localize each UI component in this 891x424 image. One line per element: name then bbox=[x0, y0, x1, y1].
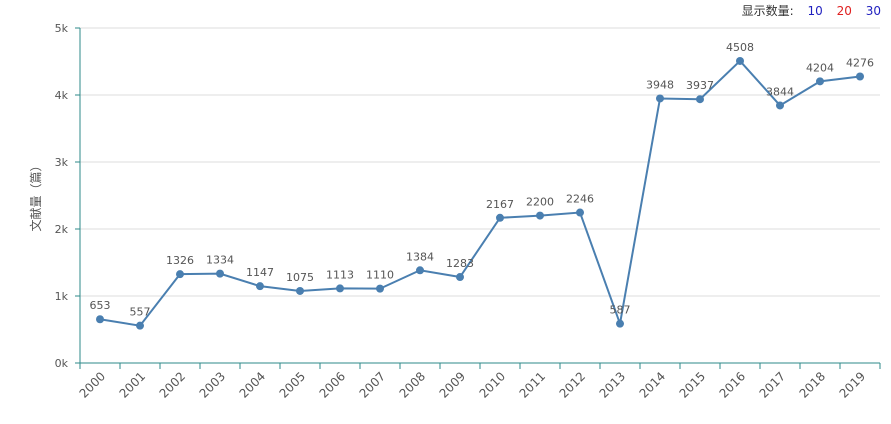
data-label: 4276 bbox=[846, 57, 874, 70]
x-tick-label: 2015 bbox=[677, 369, 708, 400]
data-label: 2167 bbox=[486, 198, 514, 211]
x-tick-label: 2004 bbox=[237, 369, 268, 400]
display-count-selector: 显示数量: 10 20 30 bbox=[742, 2, 881, 19]
data-point[interactable] bbox=[296, 286, 304, 295]
display-count-option-30[interactable]: 30 bbox=[865, 4, 881, 18]
data-label: 557 bbox=[130, 306, 151, 319]
data-point[interactable] bbox=[736, 56, 744, 65]
data-point[interactable] bbox=[416, 266, 424, 275]
data-point[interactable] bbox=[376, 284, 384, 293]
data-label: 1334 bbox=[206, 254, 234, 267]
data-point[interactable] bbox=[256, 282, 264, 291]
x-tick-label: 2018 bbox=[797, 369, 828, 400]
data-label: 1326 bbox=[166, 254, 194, 267]
data-label: 587 bbox=[610, 304, 631, 317]
x-tick-label: 2008 bbox=[397, 369, 428, 400]
x-tick-label: 2014 bbox=[637, 369, 668, 400]
x-tick-label: 2011 bbox=[517, 369, 548, 400]
data-label: 3937 bbox=[686, 79, 714, 92]
data-point[interactable] bbox=[816, 77, 824, 86]
data-point[interactable] bbox=[656, 94, 664, 103]
x-tick-label: 2012 bbox=[557, 369, 588, 400]
x-tick-label: 2005 bbox=[277, 369, 308, 400]
data-label: 1110 bbox=[366, 269, 394, 282]
y-axis-label: 文献量（篇） bbox=[28, 159, 43, 231]
data-label: 2246 bbox=[566, 193, 594, 206]
x-tick-label: 2016 bbox=[717, 369, 748, 400]
data-point[interactable] bbox=[616, 319, 624, 328]
data-point[interactable] bbox=[496, 213, 504, 222]
x-tick-label: 2002 bbox=[157, 369, 188, 400]
data-label: 3844 bbox=[766, 85, 794, 98]
data-point[interactable] bbox=[536, 211, 544, 220]
data-label: 653 bbox=[90, 299, 111, 312]
x-tick-label: 2007 bbox=[357, 369, 388, 400]
data-label: 1283 bbox=[446, 257, 474, 270]
data-point[interactable] bbox=[96, 315, 104, 324]
data-point[interactable] bbox=[456, 273, 464, 282]
data-label: 2200 bbox=[526, 196, 554, 209]
x-tick-label: 2006 bbox=[317, 369, 348, 400]
series-line bbox=[99, 59, 861, 328]
x-tick-label: 2003 bbox=[197, 369, 228, 400]
x-tick-label: 2010 bbox=[477, 369, 508, 400]
y-tick-label: 0k bbox=[55, 357, 69, 370]
x-tick-label: 2013 bbox=[597, 369, 628, 400]
x-tick-label: 2009 bbox=[437, 369, 468, 400]
data-point[interactable] bbox=[576, 208, 584, 217]
data-label: 4204 bbox=[806, 61, 834, 74]
data-point[interactable] bbox=[856, 72, 864, 81]
y-tick-label: 1k bbox=[55, 290, 69, 303]
data-point[interactable] bbox=[336, 284, 344, 293]
data-label: 4508 bbox=[726, 41, 754, 54]
y-tick-label: 2k bbox=[55, 223, 69, 236]
data-point[interactable] bbox=[136, 321, 144, 330]
data-point[interactable] bbox=[176, 270, 184, 279]
data-label: 1075 bbox=[286, 271, 314, 284]
y-tick-label: 5k bbox=[55, 22, 69, 35]
display-count-option-20[interactable]: 20 bbox=[836, 4, 852, 18]
y-tick-label: 3k bbox=[55, 156, 69, 169]
data-point[interactable] bbox=[776, 101, 784, 110]
data-point[interactable] bbox=[696, 95, 704, 104]
y-tick-label: 4k bbox=[55, 89, 69, 102]
x-tick-label: 2001 bbox=[117, 369, 148, 400]
x-tick-label: 2019 bbox=[837, 369, 868, 400]
data-label: 1147 bbox=[246, 266, 274, 279]
data-label: 3948 bbox=[646, 78, 674, 91]
data-label: 1113 bbox=[326, 268, 354, 281]
data-label: 1384 bbox=[406, 250, 434, 263]
x-tick-label: 2000 bbox=[77, 369, 108, 400]
display-count-label: 显示数量: bbox=[741, 4, 794, 18]
x-tick-label: 2017 bbox=[757, 369, 788, 400]
display-count-option-10[interactable]: 10 bbox=[807, 4, 823, 18]
data-point[interactable] bbox=[216, 269, 224, 278]
